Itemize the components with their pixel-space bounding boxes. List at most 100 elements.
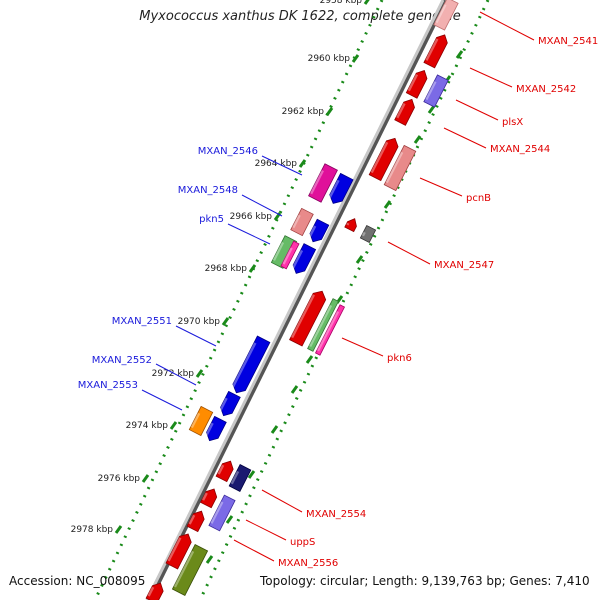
gene-mxan-2558[interactable] <box>171 544 209 596</box>
gene-mxan-2551[interactable] <box>230 335 271 396</box>
gene-mxan-2548[interactable] <box>290 207 314 237</box>
gene-pkn6-body[interactable] <box>289 288 329 347</box>
kbp-tick-label: 2968 kbp <box>205 264 248 274</box>
blue-gene-label: MXAN_2546 <box>198 146 258 157</box>
kbp-tick-mark <box>141 474 150 483</box>
scale-tick-mark <box>305 355 314 364</box>
red-label-leader <box>261 489 303 513</box>
gene-pkn6-stripe[interactable] <box>314 304 346 356</box>
red-gene-label: MXAN_2547 <box>434 260 494 271</box>
topology-text: Topology: circular; Length: 9,139,763 bp… <box>260 574 590 588</box>
scale-tick-mark <box>205 555 214 564</box>
red-gene-label: pkn6 <box>387 353 412 364</box>
red-label-leader <box>233 539 275 562</box>
red-gene-label: MXAN_2542 <box>516 84 576 95</box>
gene-mxan-2544[interactable] <box>394 97 417 126</box>
gene-mxan-2546b[interactable] <box>327 172 354 206</box>
scale-tick-mark <box>225 515 234 524</box>
kbp-tick-mark <box>351 54 360 63</box>
kbp-tick-label: 2960 kbp <box>308 54 351 64</box>
red-label-leader <box>455 99 499 121</box>
blue-label-leader <box>227 223 271 245</box>
kbp-tick-label: 2958 kbp <box>320 0 363 6</box>
gene-pkn5-stripe[interactable] <box>280 240 300 270</box>
blue-label-leader <box>155 363 197 386</box>
red-label-leader <box>443 127 487 149</box>
red-gene-label: uppS <box>290 537 315 548</box>
gene-mxan-2553b[interactable] <box>204 415 227 443</box>
red-gene-label: MXAN_2554 <box>306 509 366 520</box>
gene-mxan-2542[interactable] <box>405 68 429 99</box>
blue-gene-label: MXAN_2552 <box>92 355 152 366</box>
scale-tick-mark <box>247 470 256 479</box>
gene-features[interactable] <box>145 0 459 600</box>
kbp-tick-label: 2964 kbp <box>255 159 298 169</box>
kbp-tick-mark <box>248 264 257 273</box>
backbone <box>145 0 445 600</box>
kbp-ticks: 2958 kbp 2960 kbp 2962 kbp 2964 kbp 2966 kbp… <box>71 0 464 564</box>
red-label-leader <box>387 241 431 265</box>
kbp-tick-mark <box>195 369 204 378</box>
gene-mxan-2552[interactable] <box>218 390 241 418</box>
kbp-tick-label: 2962 kbp <box>282 107 325 117</box>
gene-pkn6-domain[interactable] <box>307 298 339 352</box>
gene-pkn5[interactable] <box>290 243 317 277</box>
blue-label-leader <box>175 325 217 347</box>
red-label-leader <box>469 67 513 88</box>
gene-uppS[interactable] <box>200 486 220 509</box>
red-gene-label: MXAN_2541 <box>538 36 598 47</box>
kbp-tick-mark <box>114 525 123 534</box>
kbp-tick-label: 2966 kbp <box>230 212 273 222</box>
blue-label-leader <box>241 194 283 217</box>
gene-mxan-2540[interactable] <box>433 0 459 31</box>
kbp-tick-label: 2972 kbp <box>152 369 195 379</box>
genome-title: Myxococcus xanthus DK 1622, complete gen… <box>139 9 461 24</box>
backbone-shadow <box>146 0 448 600</box>
red-gene-label: MXAN_2544 <box>490 144 550 155</box>
kbp-tick-label: 2976 kbp <box>98 474 141 484</box>
blue-gene-label: MXAN_2548 <box>178 185 238 196</box>
gene-labels: MXAN_2546 MXAN_2548 pkn5 MXAN_2551 MXAN_2552… <box>78 36 599 569</box>
blue-gene-label: pkn5 <box>199 214 224 225</box>
blue-gene-label: MXAN_2551 <box>112 316 172 327</box>
kbp-tick-label: 2974 kbp <box>126 421 169 431</box>
blue-gene-label: MXAN_2553 <box>78 380 138 391</box>
kbp-tick-label: 2970 kbp <box>178 317 221 327</box>
kbp-tick-mark <box>325 107 334 116</box>
gene-mxan-2541[interactable] <box>423 32 450 69</box>
scale-tick-mark <box>290 385 299 394</box>
gene-plsx[interactable] <box>423 74 449 108</box>
gene-mxan-2555[interactable] <box>186 508 207 533</box>
scale-tick-mark <box>427 105 436 114</box>
scale-tick-mark <box>270 425 279 434</box>
kbp-tick-mark <box>363 0 370 5</box>
label-leader-lines <box>141 11 535 562</box>
scale-tick-mark <box>413 135 422 144</box>
gene-pcnb[interactable] <box>383 144 417 192</box>
scale-tick-mark <box>455 50 464 59</box>
gene-mxan-2545[interactable] <box>368 135 401 182</box>
gene-mxan-2554a[interactable] <box>215 458 236 483</box>
scale-tick-mark <box>355 255 364 264</box>
gene-mxan-2547a[interactable] <box>344 216 359 233</box>
gene-mxan-2549[interactable] <box>307 218 330 245</box>
gene-mxan-2547b[interactable] <box>359 224 377 244</box>
gene-mxan-2546[interactable] <box>308 163 338 203</box>
gene-pkn5-domain[interactable] <box>270 235 298 269</box>
red-label-leader <box>419 177 463 197</box>
red-label-leader <box>245 519 287 541</box>
kbp-tick-label: 2978 kbp <box>71 525 114 535</box>
gene-mxan-2554b[interactable] <box>228 464 252 492</box>
blue-label-leader <box>261 155 303 176</box>
kbp-tick-mark <box>169 421 178 430</box>
red-gene-label: plsX <box>502 117 523 128</box>
blue-label-leader <box>141 389 183 411</box>
gene-mxan-2557[interactable] <box>165 531 194 570</box>
gene-mxan-2553[interactable] <box>188 405 214 437</box>
gene-mxan-2559[interactable] <box>145 580 166 600</box>
gene-mxan-2556[interactable] <box>208 494 236 532</box>
red-label-leader <box>479 11 535 41</box>
kbp-tick-mark <box>298 159 307 168</box>
